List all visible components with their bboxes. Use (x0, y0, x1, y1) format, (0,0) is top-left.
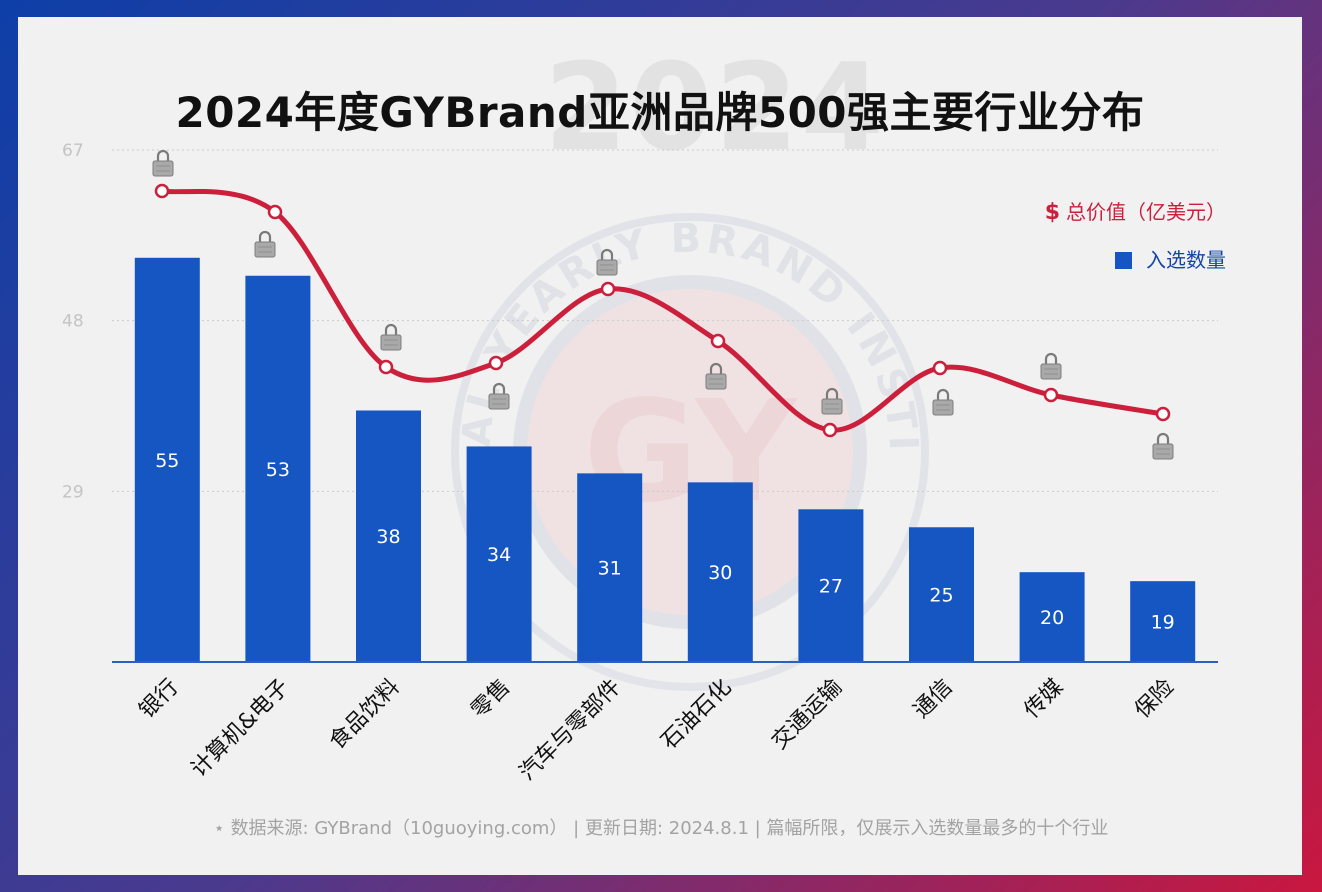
lock-icon (488, 382, 510, 410)
bar-value-label: 19 (1151, 612, 1175, 634)
footer-note: 篇幅所限，仅展示入选数量最多的十个行业 (766, 818, 1109, 839)
legend-count-label: 入选数量 (1146, 248, 1226, 272)
line-point (154, 183, 170, 199)
footer-updated: 更新日期: 2024.8.1 (584, 818, 749, 839)
y-tick-label: 29 (62, 482, 84, 502)
x-tick-label: 传媒 (1020, 675, 1069, 724)
lock-icon (596, 248, 618, 276)
x-tick-label: 银行 (135, 675, 184, 724)
bar-value-label: 20 (1040, 607, 1064, 629)
bar (356, 410, 421, 662)
watermark-year: 2024 (544, 39, 886, 178)
line-point (1155, 406, 1171, 422)
line-point (710, 333, 726, 349)
x-tick-label: 食品饮料 (325, 675, 405, 755)
value-series-line (161, 188, 1164, 433)
lock-icon (152, 149, 174, 177)
line-point (932, 360, 948, 376)
chart-title: 2024年度GYBrand亚洲品牌500强主要行业分布 (175, 88, 1145, 137)
bar (798, 509, 864, 662)
x-tick-label: 计算机&电子 (187, 675, 295, 783)
legend-value-label: 总价值（亿美元） (1066, 200, 1226, 224)
lock-icon (254, 230, 276, 258)
lock-icon (1040, 352, 1062, 380)
x-tick-label: 交通运输 (767, 675, 847, 755)
bar-value-label: 27 (819, 576, 843, 598)
lock-icon (932, 388, 954, 416)
line-point (267, 204, 283, 220)
bar (909, 527, 974, 662)
x-tick-label: 保险 (1130, 675, 1179, 724)
bar (1019, 572, 1085, 662)
star-icon: ⋆ (213, 818, 225, 839)
bar (1130, 581, 1196, 662)
bar-value-label: 53 (266, 459, 290, 481)
bar (687, 482, 753, 662)
lock-icon (1152, 432, 1174, 460)
bar (466, 446, 532, 662)
dollar-icon: $ (1044, 200, 1060, 225)
bar-value-label: 55 (155, 450, 179, 472)
lock-icon (380, 323, 402, 351)
bar (134, 257, 200, 662)
legend-item-value: $ 总价值（亿美元） (1045, 196, 1226, 225)
bar-value-label: 25 (929, 585, 953, 607)
line-point (378, 359, 394, 375)
bar (577, 473, 643, 662)
y-tick-label: 48 (62, 312, 84, 332)
footer-sep-2: | (754, 818, 767, 839)
line-point (600, 281, 616, 297)
footer-sep-1: | (573, 818, 585, 839)
lock-icon (821, 387, 843, 415)
bar-value-label: 30 (708, 562, 732, 584)
bar-value-label: 34 (487, 544, 511, 566)
lock-icon (705, 362, 727, 390)
bar (245, 275, 311, 662)
line-point (488, 355, 504, 371)
line-point (822, 422, 838, 438)
y-tick-label: 67 (62, 141, 84, 161)
bar-value-label: 38 (376, 526, 400, 548)
x-tick-label: 通信 (909, 675, 958, 724)
legend-item-count: 入选数量 (1115, 244, 1226, 273)
footer-source: 数据来源: GYBrand（10guoying.com） (230, 818, 568, 839)
x-tick-label: 零售 (467, 675, 516, 724)
bar-value-label: 31 (598, 558, 622, 580)
chart-footer: ⋆ 数据来源: GYBrand（10guoying.com） | 更新日期: 2… (0, 814, 1322, 840)
line-point (1043, 387, 1059, 403)
x-tick-label: 汽车与零部件 (515, 675, 626, 786)
legend-swatch-bar (1115, 252, 1132, 269)
